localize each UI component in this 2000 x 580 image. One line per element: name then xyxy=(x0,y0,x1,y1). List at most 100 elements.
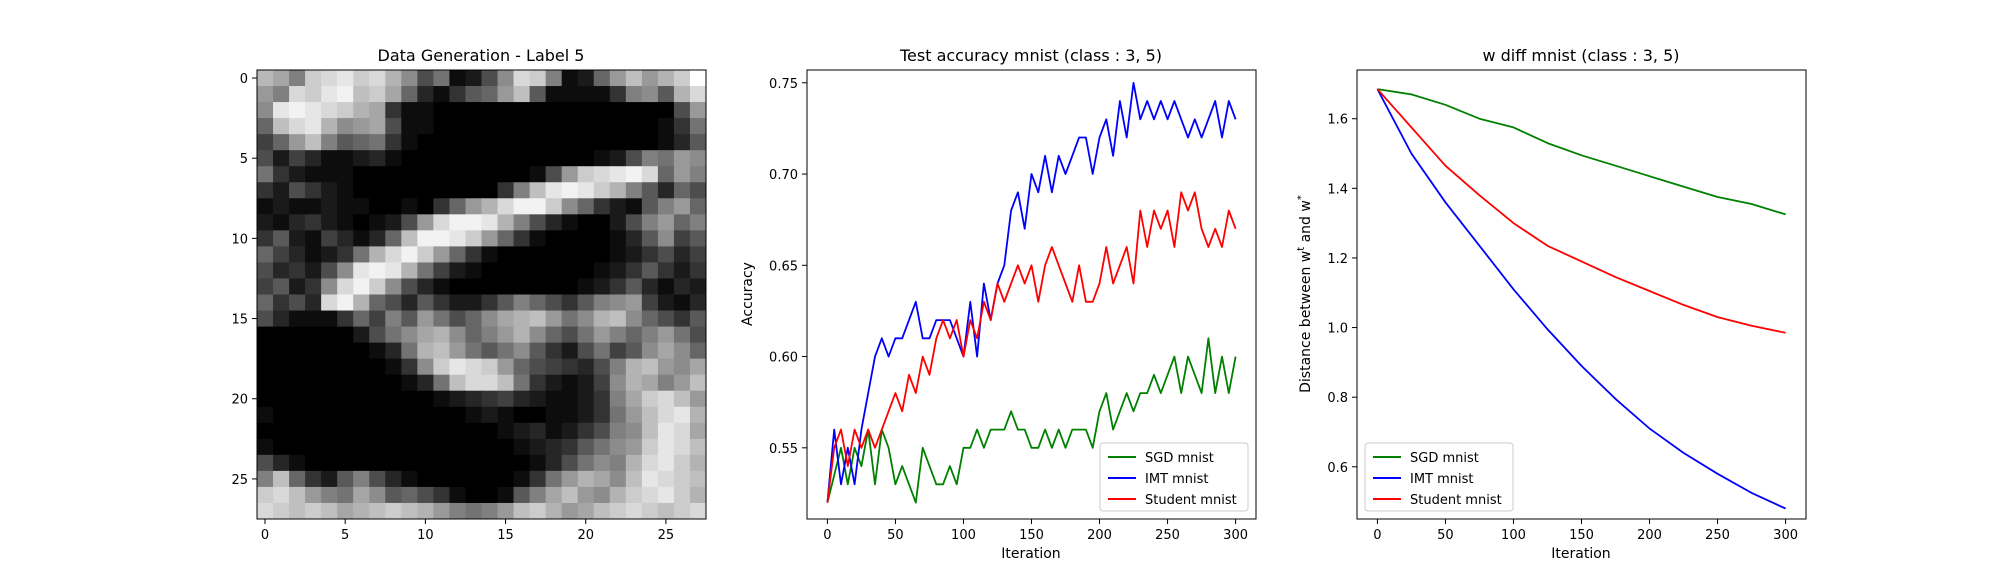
image-pixel xyxy=(385,86,402,103)
image-pixel xyxy=(353,486,370,504)
image-pixel xyxy=(401,342,418,360)
image-pixel xyxy=(657,166,675,183)
image-pixel xyxy=(385,326,402,344)
acc-x-tick-label: 150 xyxy=(1019,528,1044,543)
image-pixel xyxy=(497,326,514,344)
image-pixel xyxy=(529,166,547,183)
image-pixel xyxy=(673,198,691,215)
image-pixel xyxy=(401,438,418,456)
image-pixel xyxy=(561,454,579,472)
image-pixel xyxy=(625,118,643,135)
wd-x-tick-label: 0 xyxy=(1373,528,1381,543)
image-pixel xyxy=(513,358,531,376)
panel-image: 0 5 10 15 20 25 0 5 10 15 20 25 Data Generation - … xyxy=(231,46,707,543)
image-pixel xyxy=(497,374,514,392)
image-pixel xyxy=(273,118,290,135)
image-pixel xyxy=(433,278,450,295)
image-pixel xyxy=(337,438,354,456)
image-pixel xyxy=(545,438,563,456)
image-pixel xyxy=(385,486,402,504)
image-pixel xyxy=(433,246,450,263)
image-pixel xyxy=(609,102,627,119)
image-pixel xyxy=(593,150,611,167)
panel-accuracy: 0 50 100 150 200 250 300 0.550.600.650.700.75 … xyxy=(740,46,1257,562)
wd-y-tick-label: 0.8 xyxy=(1327,391,1348,406)
image-title: Data Generation - Label 5 xyxy=(378,46,585,65)
image-pixel xyxy=(257,486,274,504)
image-pixel xyxy=(369,70,386,87)
image-pixel xyxy=(529,102,547,119)
image-pixel xyxy=(529,502,547,520)
image-pixel xyxy=(481,134,498,151)
image-pixel xyxy=(433,262,450,279)
image-pixel xyxy=(321,358,338,376)
image-pixel xyxy=(417,214,434,231)
image-pixel xyxy=(625,134,643,151)
image-pixel xyxy=(353,198,370,215)
image-pixel xyxy=(529,214,547,231)
image-pixel xyxy=(481,294,498,311)
image-pixel xyxy=(593,294,611,311)
image-pixel xyxy=(273,438,290,456)
image-pixel xyxy=(609,150,627,167)
image-pixel xyxy=(433,422,450,440)
image-pixel xyxy=(513,310,531,327)
image-pixel xyxy=(401,150,418,167)
image-pixel xyxy=(545,326,563,344)
image-pixel xyxy=(657,182,675,199)
image-pixel xyxy=(673,182,691,199)
image-pixel xyxy=(577,134,595,151)
image-pixel xyxy=(561,134,579,151)
image-pixel xyxy=(353,182,370,199)
image-pixel xyxy=(497,486,514,504)
image-pixel xyxy=(513,166,531,183)
image-pixel xyxy=(465,294,482,311)
image-pixel xyxy=(689,86,707,103)
image-pixel xyxy=(321,166,338,183)
acc-legend-label: Student mnist xyxy=(1145,493,1237,508)
image-pixel xyxy=(385,182,402,199)
image-pixel xyxy=(657,150,675,167)
image-pixel xyxy=(593,134,611,151)
image-pixel xyxy=(529,486,547,504)
image-pixel xyxy=(353,166,370,183)
image-pixel xyxy=(673,86,691,103)
image-pixel xyxy=(465,374,482,392)
image-pixel xyxy=(641,102,659,119)
image-pixel xyxy=(273,486,290,504)
image-pixel xyxy=(353,294,370,311)
image-pixel xyxy=(625,486,643,504)
image-pixel xyxy=(593,486,611,504)
image-pixel xyxy=(369,278,386,295)
image-pixel xyxy=(657,486,675,504)
image-pixel xyxy=(305,118,322,135)
image-pixel xyxy=(369,134,386,151)
image-pixel xyxy=(321,342,338,360)
image-pixel xyxy=(689,230,707,247)
image-pixel xyxy=(321,310,338,327)
image-pixel xyxy=(337,390,354,408)
image-pixel xyxy=(257,406,274,424)
image-pixel xyxy=(657,118,675,135)
image-pixel xyxy=(625,198,643,215)
image-pixel xyxy=(353,86,370,103)
image-pixel xyxy=(481,422,498,440)
image-pixel xyxy=(529,438,547,456)
image-pixel xyxy=(257,262,274,279)
image-pixel xyxy=(433,470,450,488)
image-pixel xyxy=(577,390,595,408)
image-pixel xyxy=(321,406,338,424)
image-pixel xyxy=(465,86,482,103)
image-pixel xyxy=(321,118,338,135)
image-pixel xyxy=(465,454,482,472)
image-pixel xyxy=(689,262,707,279)
image-pixel xyxy=(321,102,338,119)
image-pixel xyxy=(625,438,643,456)
image-pixel xyxy=(289,278,306,295)
image-pixel xyxy=(465,390,482,408)
image-pixel xyxy=(529,230,547,247)
acc-x-tick-label: 0 xyxy=(823,528,831,543)
image-pixel xyxy=(609,294,627,311)
wd-x-tick-label: 200 xyxy=(1637,528,1662,543)
image-pixel xyxy=(337,406,354,424)
